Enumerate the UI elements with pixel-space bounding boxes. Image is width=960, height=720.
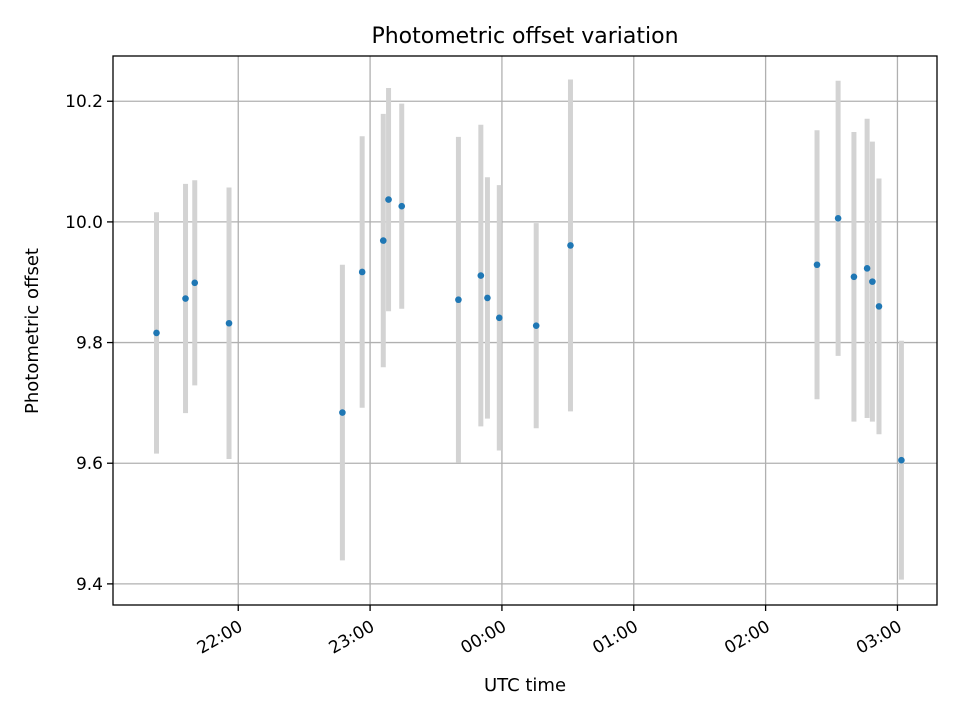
data-point xyxy=(834,214,842,222)
x-axis-ticks: 22:00 23:00 00:00 01:00 02:00 03:00 xyxy=(194,605,905,659)
data-point xyxy=(153,329,160,337)
data-point xyxy=(385,196,392,203)
y-tick-label: 9.4 xyxy=(76,575,103,595)
data-point xyxy=(358,268,366,276)
data-point xyxy=(813,261,821,269)
data-point xyxy=(869,278,876,285)
chart-title: Photometric offset variation xyxy=(371,24,678,49)
data-point xyxy=(875,303,883,310)
grid-lines xyxy=(113,56,937,605)
y-tick-label: 10.0 xyxy=(65,213,103,233)
data-point xyxy=(495,314,503,322)
data-point xyxy=(225,319,233,327)
plot-frame xyxy=(112,55,938,606)
x-tick-label: 01:00 xyxy=(589,617,641,659)
x-tick-label: 02:00 xyxy=(721,617,773,659)
data-point xyxy=(477,272,485,279)
data-point xyxy=(863,265,871,272)
error-bars xyxy=(154,79,904,580)
data-point xyxy=(455,296,462,304)
x-tick-label: 23:00 xyxy=(326,617,378,659)
data-points xyxy=(153,196,905,464)
y-axis-label: Photometric offset xyxy=(22,248,43,414)
x-tick-label: 00:00 xyxy=(458,617,510,659)
data-point xyxy=(567,242,574,249)
data-point xyxy=(398,202,406,210)
x-tick-label: 03:00 xyxy=(853,617,905,659)
x-tick-label: 22:00 xyxy=(194,617,246,659)
data-point xyxy=(484,294,491,302)
y-axis-ticks: 9.4 9.6 9.8 10.0 10.2 xyxy=(65,92,113,595)
data-point xyxy=(898,456,905,464)
y-tick-label: 9.6 xyxy=(76,454,103,474)
data-point xyxy=(532,322,540,329)
data-point xyxy=(191,279,199,287)
data-point xyxy=(339,409,346,416)
data-point xyxy=(182,295,189,302)
y-tick-label: 10.2 xyxy=(65,92,103,112)
data-point xyxy=(850,273,858,281)
x-axis-label: UTC time xyxy=(484,675,566,696)
data-point xyxy=(379,237,387,244)
y-tick-label: 9.8 xyxy=(76,334,103,354)
